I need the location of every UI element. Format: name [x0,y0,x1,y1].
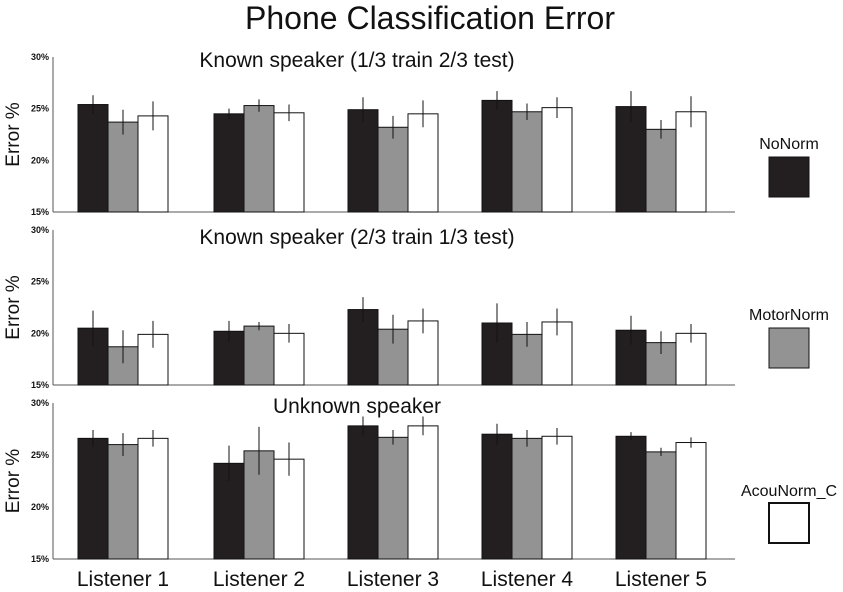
panels: 15% 20% 25% 30% Error % Known speaker (1/3 tr… [3,49,735,564]
bar [107,444,139,560]
y-tick-label: 25% [31,450,49,460]
legend-label: MotorNorm [749,307,829,324]
bar [377,126,409,213]
bar [243,105,275,213]
bar [407,425,439,560]
y-tick-label: 15% [31,554,49,564]
bar [675,442,707,560]
bar [107,121,139,213]
bar [77,437,109,560]
y-axis-label: Error % [3,449,24,514]
y-axis-label: Error % [3,275,24,340]
panel-title: Known speaker (1/3 train 2/3 test) [199,49,514,72]
legend-label: NoNorm [759,136,819,153]
legend-label: AcouNorm_C [741,483,837,500]
legend-swatch [768,156,810,198]
y-tick-label: 20% [31,155,49,165]
legend-swatch [768,327,810,369]
bar [481,99,513,213]
panel-1: 15% 20% 25% 30% Error % Known speaker (1/3 tr… [3,49,735,217]
bar [347,309,379,386]
bar [541,321,573,386]
bar [645,451,677,560]
bar [407,113,439,213]
bar [675,111,707,213]
y-tick-label: 30% [31,52,49,62]
bar [541,435,573,560]
panel-title: Known speaker (2/3 train 1/3 test) [199,226,514,249]
bar [615,435,647,560]
bar [615,329,647,386]
x-tick-label: Listener 3 [347,568,439,591]
bar [511,111,543,213]
legend-swatch [768,502,810,544]
y-tick-label: 25% [31,104,49,114]
y-tick-label: 30% [31,225,49,235]
chart-title: Phone Classification Error [245,0,615,36]
bar [243,325,275,386]
y-tick-label: 25% [31,277,49,287]
legend: NoNorm MotorNorm AcouNorm_C [741,136,837,544]
y-tick-label: 15% [31,207,49,217]
bar [273,458,305,560]
bar [137,115,169,213]
x-tick-label: Listener 4 [481,568,574,591]
y-tick-label: 20% [31,328,49,338]
bar [511,437,543,560]
x-axis-ticks: Listener 1 Listener 2 Listener 3 Listener 4… [77,568,707,591]
bar [213,113,245,213]
panel-3: 15% 20% 25% 30% Error % Unknown speaker [3,395,735,564]
y-tick-label: 15% [31,380,49,390]
bar [541,107,573,213]
bar [347,425,379,560]
panel-2: 15% 20% 25% 30% Error % Known speaker (2/3 tr… [3,225,735,390]
x-tick-label: Listener 1 [77,568,169,591]
x-tick-label: Listener 2 [213,568,305,591]
bar [377,436,409,560]
panel-title: Unknown speaker [273,395,441,418]
bar [481,433,513,560]
bar [77,104,109,213]
y-axis-label: Error % [3,102,24,167]
bar [137,437,169,560]
x-tick-label: Listener 5 [615,568,707,591]
bar [645,128,677,213]
bar [615,106,647,213]
y-tick-label: 20% [31,502,49,512]
bar [347,109,379,213]
bar [273,112,305,213]
y-tick-label: 30% [31,398,49,408]
